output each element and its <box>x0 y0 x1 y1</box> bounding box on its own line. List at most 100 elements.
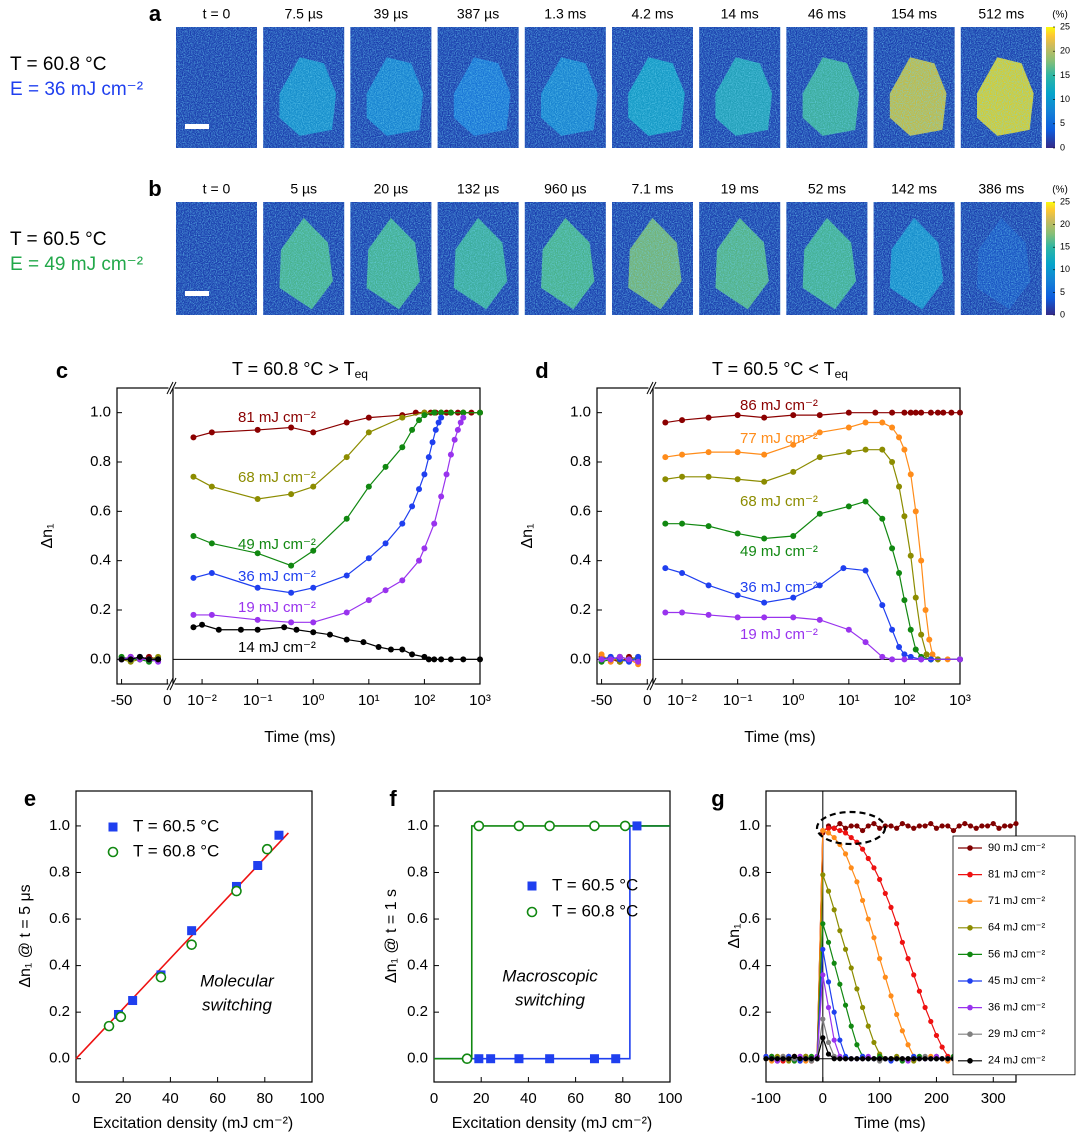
marker-circle <box>399 414 406 421</box>
marker-open-circle <box>589 820 600 832</box>
marker-circle <box>399 577 406 584</box>
chart-title-main: T = 60.8 °C > T <box>232 359 355 379</box>
marker-circle <box>901 651 908 658</box>
image-noise <box>176 202 257 315</box>
marker-circle <box>854 1042 860 1048</box>
marker-circle <box>901 513 908 520</box>
marker-circle <box>208 483 215 490</box>
x-tick-label: 10² <box>414 692 436 709</box>
marker-circle <box>896 483 903 490</box>
x-tick-label: 10⁻² <box>187 692 217 709</box>
axis-break-mark <box>166 677 174 691</box>
marker-circle <box>859 846 866 852</box>
marker-circle <box>825 1039 832 1046</box>
marker-circle <box>927 409 934 416</box>
marker-circle <box>791 1053 798 1059</box>
marker-circle <box>825 939 832 945</box>
marker-circle <box>310 547 317 554</box>
y-tick-label: 0.2 <box>407 1003 428 1020</box>
marker-circle <box>879 653 886 660</box>
marker-circle <box>848 965 854 971</box>
marker-circle <box>387 646 394 653</box>
marker-circle <box>967 1058 973 1064</box>
image-noise <box>437 202 519 315</box>
marker-circle <box>662 476 669 483</box>
marker-circle <box>825 1051 832 1057</box>
colorbar-tick-label: 10 <box>1060 94 1070 104</box>
colorbar-tick-label: 0 <box>1060 309 1065 319</box>
marker-circle <box>288 619 295 626</box>
marker-circle <box>879 515 886 522</box>
marker-circle <box>816 616 823 623</box>
frame-time: 154 ms <box>891 6 937 22</box>
marker-circle <box>865 1023 871 1029</box>
marker-square <box>527 881 537 891</box>
image-noise <box>350 27 432 148</box>
marker-circle <box>918 631 925 638</box>
marker-circle <box>199 621 206 628</box>
plot-frame <box>433 790 671 1083</box>
legend-label: 90 mJ cm⁻² <box>988 842 1045 854</box>
frame-time: 20 µs <box>374 181 409 197</box>
marker-circle <box>616 653 623 660</box>
marker-circle <box>896 644 903 650</box>
marker-circle <box>432 426 439 433</box>
colorbar-tick-label: 15 <box>1060 70 1070 80</box>
marker-circle <box>899 1028 905 1034</box>
marker-circle <box>967 898 973 904</box>
marker-circle <box>896 434 903 441</box>
marker-circle <box>421 412 428 419</box>
marker-circle <box>365 429 372 436</box>
marker-circle <box>431 520 438 527</box>
marker-circle <box>416 417 423 424</box>
frame-time: 142 ms <box>891 181 937 197</box>
x-tick-label: 10¹ <box>358 692 380 709</box>
image-noise <box>612 27 693 148</box>
marker-circle <box>208 611 215 618</box>
marker-open-circle <box>186 939 197 950</box>
colorbar-tick-label: 5 <box>1060 118 1065 128</box>
x-axis-label: Time (ms) <box>264 729 335 746</box>
marker-circle <box>431 409 438 416</box>
marker-circle <box>862 639 869 646</box>
marker-circle <box>933 1056 940 1062</box>
marker-circle <box>435 419 442 426</box>
marker-square <box>108 822 118 832</box>
marker-circle <box>831 907 837 913</box>
marker-circle <box>840 565 847 572</box>
x-tick-label: 40 <box>520 1090 537 1107</box>
marker-circle <box>916 988 923 994</box>
marker-circle <box>837 827 843 834</box>
marker-circle <box>343 419 350 426</box>
marker-circle <box>871 865 877 871</box>
temperature-label: T = 60.5 °C <box>10 229 107 250</box>
image-noise <box>524 202 606 315</box>
fluence-label: E = 36 mJ cm⁻² <box>10 79 143 100</box>
marker-circle <box>326 631 333 638</box>
y-tick-label: 0.6 <box>739 910 760 927</box>
marker-circle <box>447 409 454 416</box>
marker-square <box>253 860 263 870</box>
marker-circle <box>865 1056 871 1062</box>
y-tick-label: 0.4 <box>570 552 591 569</box>
marker-open-circle <box>461 1053 473 1065</box>
marker-circle <box>871 820 877 827</box>
marker-circle <box>136 653 143 660</box>
marker-open-circle <box>526 906 538 918</box>
marker-circle <box>790 412 797 419</box>
marker-circle <box>310 483 317 490</box>
chart-title: T = 60.5 °C < Teq <box>712 359 848 381</box>
x-tick-label: -50 <box>111 692 133 709</box>
y-tick-label: 0.2 <box>570 601 591 618</box>
x-tick-label: 10² <box>894 692 916 709</box>
marker-circle <box>907 626 914 633</box>
frame-time: 386 ms <box>978 181 1024 197</box>
marker-circle <box>761 614 768 621</box>
panel-label: c <box>56 358 68 383</box>
marker-open-circle <box>513 820 525 832</box>
x-tick-label: 10¹ <box>838 692 860 709</box>
colorbar-tick-label: 25 <box>1060 196 1070 206</box>
y-tick-label: 0.4 <box>49 957 70 974</box>
marker-circle <box>679 451 686 458</box>
marker-circle <box>816 429 823 436</box>
